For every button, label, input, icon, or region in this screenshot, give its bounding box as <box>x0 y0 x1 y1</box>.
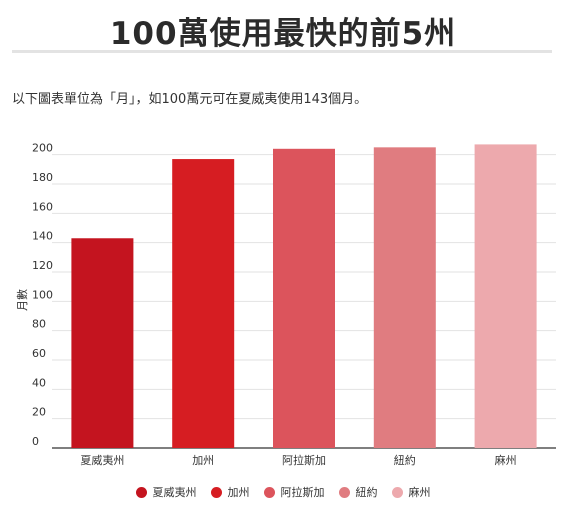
legend-label: 麻州 <box>408 486 431 499</box>
x-tick-label: 加州 <box>192 454 214 467</box>
y-tick-label: 140 <box>32 230 53 243</box>
legend-swatch <box>135 486 147 498</box>
legend-label: 夏威夷州 <box>152 486 197 499</box>
bar <box>273 148 335 449</box>
bar <box>373 147 436 449</box>
y-tick-label: 120 <box>32 259 53 272</box>
legend-item: 阿拉斯加 <box>263 484 325 500</box>
y-tick-label: 200 <box>32 142 53 155</box>
x-tick-label: 阿拉斯加 <box>282 453 326 467</box>
y-tick-label: 80 <box>32 318 46 331</box>
legend-swatch <box>263 486 275 498</box>
legend-swatch <box>338 486 350 498</box>
y-tick-label: 180 <box>32 171 53 184</box>
y-tick-label: 160 <box>32 200 53 213</box>
chart-title: 100萬使用最快的前5州 <box>109 16 457 52</box>
y-tick-label: 60 <box>32 347 46 360</box>
legend-item: 麻州 <box>391 484 431 500</box>
x-tick-label: 麻州 <box>495 453 517 467</box>
y-axis-label: 月數 <box>16 289 29 311</box>
bar <box>474 144 537 448</box>
y-tick-label: 0 <box>32 435 39 448</box>
legend-item: 紐約 <box>338 484 378 500</box>
y-tick-label: 20 <box>32 406 46 419</box>
legend-swatch <box>391 486 403 498</box>
legend-label: 紐約 <box>355 486 378 499</box>
y-tick-label: 40 <box>32 376 46 389</box>
bar <box>71 238 134 448</box>
legend-swatch <box>210 486 222 498</box>
x-tick-label: 紐約 <box>394 453 416 467</box>
chart-subtitle: 以下圖表單位為「月」，如100萬元可在夏威夷使用143個月。 <box>12 92 368 107</box>
legend-label: 加州 <box>227 486 250 499</box>
y-tick-label: 100 <box>32 288 53 301</box>
chart-legend: 夏威夷州 加州 阿拉斯加 紐約 麻州 <box>0 484 566 500</box>
legend-item: 加州 <box>210 484 250 500</box>
legend-item: 夏威夷州 <box>135 484 197 500</box>
title-divider <box>12 50 552 53</box>
x-tick-label: 夏威夷州 <box>80 454 124 467</box>
bar <box>172 159 235 449</box>
legend-label: 阿拉斯加 <box>280 486 325 499</box>
